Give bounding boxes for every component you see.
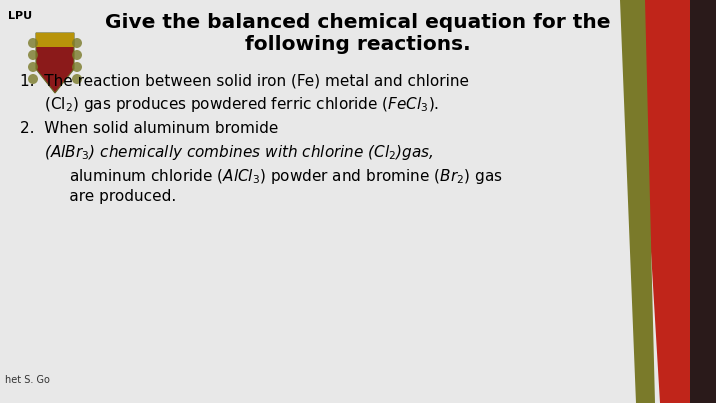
Text: 2.  When solid aluminum bromide: 2. When solid aluminum bromide (20, 121, 279, 136)
Circle shape (72, 74, 82, 84)
Text: (Cl$_2$) gas produces powdered ferric chloride ($FeCl_3$).: (Cl$_2$) gas produces powdered ferric ch… (20, 95, 439, 114)
Circle shape (28, 74, 38, 84)
Circle shape (72, 50, 82, 60)
Text: are produced.: are produced. (45, 189, 176, 204)
Circle shape (28, 38, 38, 48)
FancyBboxPatch shape (690, 0, 716, 403)
FancyBboxPatch shape (0, 0, 690, 403)
Polygon shape (36, 33, 74, 47)
Circle shape (28, 50, 38, 60)
Polygon shape (620, 0, 655, 403)
Circle shape (28, 62, 38, 72)
Text: Give the balanced chemical equation for the: Give the balanced chemical equation for … (105, 13, 611, 32)
Polygon shape (36, 33, 74, 93)
Text: het S. Go: het S. Go (5, 375, 50, 385)
Text: 1.  The reaction between solid iron (Fe) metal and chlorine: 1. The reaction between solid iron (Fe) … (20, 73, 469, 88)
Text: LPU: LPU (8, 11, 32, 21)
Circle shape (72, 38, 82, 48)
Text: aluminum chloride ($AlCl_3$) powder and bromine ($Br_2$) gas: aluminum chloride ($AlCl_3$) powder and … (45, 167, 503, 186)
Text: following reactions.: following reactions. (245, 35, 471, 54)
Text: ($AlBr_3$) chemically combines with chlorine ($Cl_2$)gas,: ($AlBr_3$) chemically combines with chlo… (20, 143, 434, 162)
Polygon shape (636, 0, 690, 403)
Circle shape (72, 62, 82, 72)
